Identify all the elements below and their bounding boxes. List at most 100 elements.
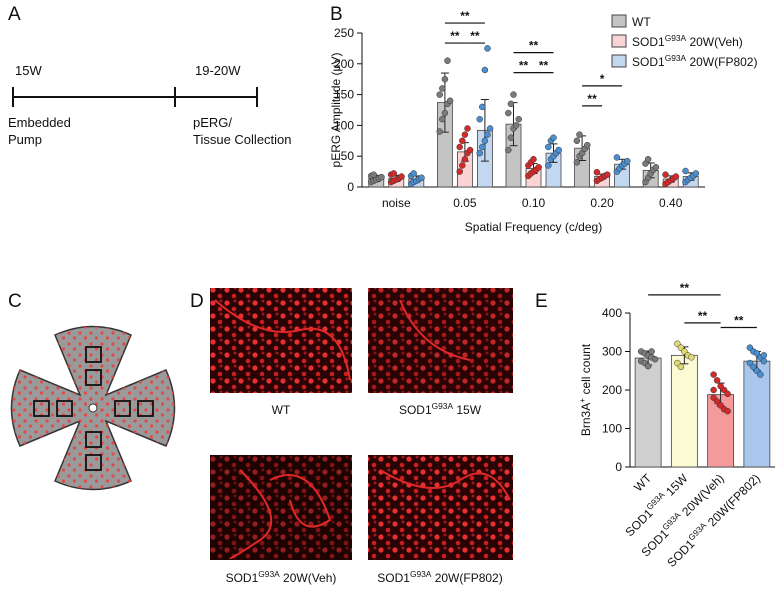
y-tick-label: 100 bbox=[334, 118, 354, 132]
data-point bbox=[441, 75, 449, 83]
y-tick-label: 100 bbox=[602, 422, 622, 436]
data-point bbox=[390, 170, 397, 177]
data-point bbox=[484, 131, 491, 138]
x-tick-label: 0.20 bbox=[590, 196, 614, 210]
data-point bbox=[439, 85, 446, 92]
image-label: WT bbox=[272, 403, 291, 417]
data-point bbox=[456, 168, 463, 175]
data-point bbox=[672, 173, 680, 180]
data-point bbox=[441, 109, 449, 117]
x-tick-label: WT bbox=[631, 471, 655, 495]
data-point bbox=[644, 156, 652, 163]
panel-label: E bbox=[535, 291, 548, 312]
data-point bbox=[573, 137, 581, 145]
data-point bbox=[677, 363, 685, 371]
text-part: noise bbox=[382, 196, 411, 210]
timeline-label: 15W bbox=[15, 63, 42, 78]
data-point bbox=[515, 115, 522, 123]
data-point bbox=[436, 128, 443, 135]
data-point bbox=[710, 386, 717, 394]
data-point bbox=[505, 109, 512, 117]
data-point bbox=[613, 154, 621, 161]
data-point bbox=[398, 173, 405, 180]
panel-label: A bbox=[8, 4, 21, 25]
text-part: WT bbox=[631, 471, 655, 495]
text-part: SOD1 bbox=[226, 571, 259, 585]
y-tick-label: 250 bbox=[334, 26, 354, 40]
y-tick-label: 400 bbox=[602, 306, 622, 320]
significance-label: ** bbox=[587, 92, 597, 106]
data-point bbox=[476, 149, 483, 157]
data-point bbox=[510, 91, 517, 98]
text-part: cell count bbox=[579, 343, 593, 398]
data-point bbox=[662, 171, 669, 178]
data-point bbox=[486, 125, 494, 132]
legend-swatch bbox=[611, 54, 627, 68]
text-part: SOD1 bbox=[632, 35, 665, 49]
significance-label: ** bbox=[698, 309, 708, 323]
text-part: Brn3A bbox=[579, 403, 593, 436]
data-point bbox=[555, 146, 562, 154]
data-point bbox=[757, 371, 764, 378]
data-point bbox=[760, 352, 768, 359]
data-point bbox=[682, 167, 689, 175]
panel-label: B bbox=[330, 4, 343, 25]
text-part: WT bbox=[272, 403, 291, 417]
data-point bbox=[760, 357, 768, 365]
bar bbox=[670, 354, 698, 468]
bar bbox=[743, 360, 771, 468]
data-point bbox=[624, 157, 631, 165]
data-point bbox=[410, 170, 417, 177]
panel-label: C bbox=[8, 291, 22, 312]
data-point bbox=[593, 168, 601, 176]
text-part: SOD1 bbox=[377, 571, 410, 585]
data-point bbox=[481, 66, 489, 74]
data-point bbox=[507, 100, 515, 108]
text-part: SOD1 bbox=[399, 403, 432, 417]
data-point bbox=[456, 143, 463, 151]
data-point bbox=[378, 173, 385, 181]
superscript: G93A bbox=[410, 569, 432, 579]
legend-swatch bbox=[611, 14, 627, 28]
timeline-label: 19-20W bbox=[195, 63, 241, 78]
data-point bbox=[724, 390, 731, 398]
data-point bbox=[461, 156, 469, 163]
x-tick-label: 0.10 bbox=[522, 196, 546, 210]
image-label: SOD1G93A 20W(FP802) bbox=[377, 569, 502, 585]
data-point bbox=[535, 164, 542, 171]
data-point bbox=[576, 131, 583, 138]
data-point bbox=[651, 355, 659, 363]
data-point bbox=[648, 348, 655, 355]
x-axis-label: Spatial Frequency (c/deg) bbox=[465, 220, 602, 234]
image-label: SOD1G93A 15W bbox=[399, 401, 482, 417]
retina-diagram bbox=[10, 325, 176, 491]
data-point bbox=[476, 115, 483, 123]
y-tick-label: 200 bbox=[602, 383, 622, 397]
data-point bbox=[584, 141, 591, 149]
superscript: G93A bbox=[432, 401, 454, 411]
y-axis-label: pERG Amplitude (μV) bbox=[329, 53, 343, 168]
timeline-event: Pump bbox=[8, 132, 42, 147]
legend-swatch bbox=[611, 34, 627, 48]
legend-label: WT bbox=[632, 15, 651, 29]
data-point bbox=[688, 354, 695, 361]
data-point bbox=[439, 115, 446, 123]
significance-label: ** bbox=[450, 29, 460, 43]
y-tick-label: 0 bbox=[347, 180, 354, 194]
data-point bbox=[481, 137, 489, 145]
text-part: 15W bbox=[453, 403, 482, 417]
data-point bbox=[512, 122, 520, 129]
y-axis-label: Brn3A+ cell count bbox=[577, 343, 593, 436]
x-tick-label: SOD1G93A 15W bbox=[621, 469, 691, 539]
text-part: WT bbox=[632, 15, 651, 29]
y-tick-label: 200 bbox=[334, 57, 354, 71]
image-label: SOD1G93A 20W(Veh) bbox=[226, 569, 337, 585]
superscript: G93A bbox=[258, 569, 280, 579]
timeline-event: Tissue Collection bbox=[193, 132, 292, 147]
text-part: 0.10 bbox=[522, 196, 546, 210]
panel-label: D bbox=[190, 291, 204, 312]
data-point bbox=[444, 57, 451, 64]
data-point bbox=[530, 156, 537, 163]
data-point bbox=[652, 164, 660, 171]
y-tick-label: 150 bbox=[334, 88, 354, 102]
